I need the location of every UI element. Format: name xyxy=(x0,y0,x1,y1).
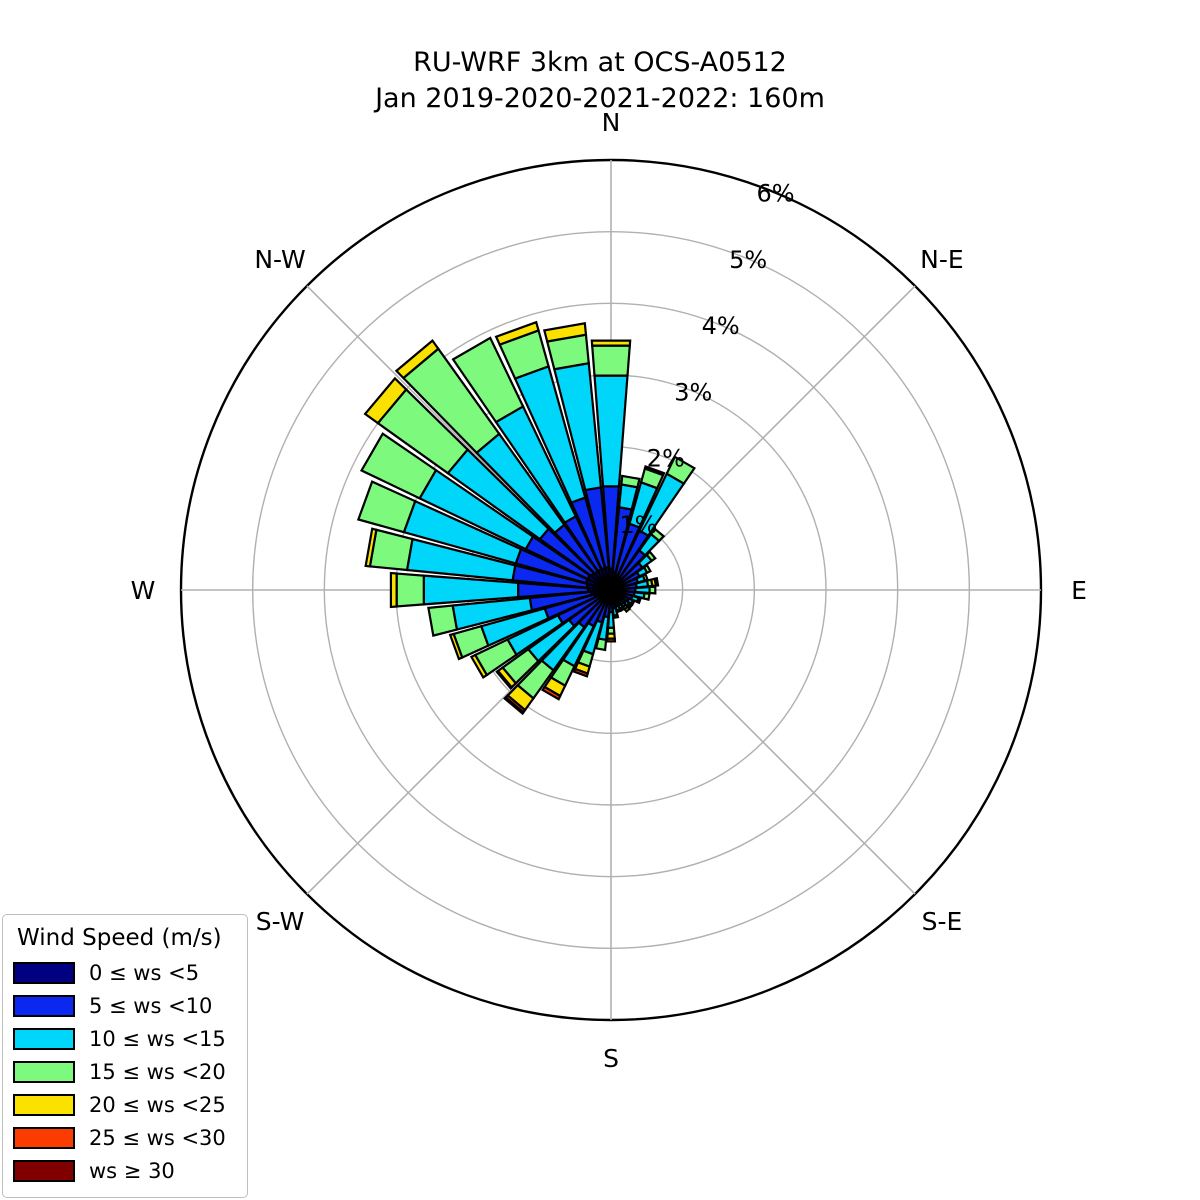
radial-tick-label: 5% xyxy=(729,246,767,274)
legend-item[interactable]: 20 ≤ ws <25 xyxy=(13,1088,237,1121)
direction-label-e: E xyxy=(1071,576,1087,605)
legend-item[interactable]: 25 ≤ ws <30 xyxy=(13,1121,237,1154)
legend-item-label: 20 ≤ ws <25 xyxy=(89,1092,226,1117)
radial-tick-label: 4% xyxy=(702,312,740,340)
grid-spoke xyxy=(610,589,916,895)
rose-petal-segment xyxy=(665,455,696,486)
legend-title: Wind Speed (m/s) xyxy=(17,925,222,951)
rose-petal-segment xyxy=(542,321,588,343)
legend-panel: Wind Speed (m/s) 0 ≤ ws <5 5 ≤ ws <10 10 ≤… xyxy=(2,914,248,1198)
rose-petal-segment xyxy=(469,653,489,680)
direction-label-s: S xyxy=(603,1044,619,1073)
title-line-2: Jan 2019-2020-2021-2022: 160m xyxy=(375,83,825,114)
rose-petal-segment xyxy=(451,336,525,424)
rose-petal-segment xyxy=(540,685,562,701)
rose-petal-segment xyxy=(648,585,657,595)
legend-color-swatch xyxy=(13,1126,75,1149)
direction-label-ne: N-E xyxy=(920,245,964,274)
legend-item[interactable]: ws ≥ 30 xyxy=(13,1154,237,1187)
legend-item-label: 0 ≤ ws <5 xyxy=(89,960,200,985)
rose-petal-segment xyxy=(635,596,643,605)
chart-title: RU-WRF 3km at OCS-A0512 Jan 2019-2020-20… xyxy=(0,45,1200,117)
rose-petal-segment xyxy=(503,696,525,716)
rose-petal-segment xyxy=(642,592,651,601)
rose-petal-segment xyxy=(356,480,417,534)
legend-color-swatch xyxy=(13,1027,75,1050)
legend-color-swatch xyxy=(13,994,75,1017)
wind-rose-petals xyxy=(356,320,696,716)
legend-item[interactable]: 10 ≤ ws <15 xyxy=(13,1022,237,1055)
rose-petal-segment xyxy=(649,527,666,543)
legend-item-label: 25 ≤ ws <30 xyxy=(89,1125,226,1150)
direction-label-n: N xyxy=(602,108,621,137)
direction-label-nw: N-W xyxy=(254,245,305,274)
rose-petal-segment xyxy=(591,344,631,377)
polar-grid xyxy=(179,158,1043,1022)
rose-petal-segment xyxy=(641,572,650,582)
radial-tick-label: 1% xyxy=(619,511,657,539)
rose-petal-segment xyxy=(395,572,425,608)
rose-petal-segment xyxy=(389,571,398,609)
direction-label-sw: S-W xyxy=(256,907,305,936)
rose-petal-segment xyxy=(572,667,590,678)
legend-item-label: ws ≥ 30 xyxy=(89,1158,175,1183)
rose-petal-segment xyxy=(594,637,608,652)
rose-petal-segment xyxy=(620,474,641,489)
legend-color-swatch xyxy=(13,1093,75,1116)
rose-petal-segment xyxy=(363,376,408,425)
rose-petal-segment xyxy=(605,637,617,643)
legend-item-label: 10 ≤ ws <15 xyxy=(89,1026,226,1051)
rose-petal-segment xyxy=(359,432,438,500)
direction-tick-labels: N N-E E S-E S S-W W N-W xyxy=(131,108,1087,1073)
legend-rows: 0 ≤ ws <5 5 ≤ ws <10 10 ≤ ws <15 15 ≤ ws <2… xyxy=(13,956,237,1187)
rose-petal-segment xyxy=(623,605,632,614)
legend-item[interactable]: 0 ≤ ws <5 xyxy=(13,956,237,989)
rose-petal-segment xyxy=(494,320,540,346)
rose-petal-segment xyxy=(590,339,632,347)
rose-petal-segment xyxy=(645,550,657,563)
legend-item[interactable]: 5 ≤ ws <10 xyxy=(13,989,237,1022)
rose-petal-segment xyxy=(653,576,660,587)
rose-petal-segment xyxy=(448,632,464,661)
legend-color-swatch xyxy=(13,1060,75,1083)
legend-item-label: 5 ≤ ws <10 xyxy=(89,993,213,1018)
legend-item-label: 15 ≤ ws <20 xyxy=(89,1059,226,1084)
rose-petal-segment xyxy=(642,563,652,575)
rose-petal-segment xyxy=(394,338,440,380)
rose-petal-segment xyxy=(427,604,459,637)
legend-item[interactable]: 15 ≤ ws <20 xyxy=(13,1055,237,1088)
direction-label-se: S-E xyxy=(922,907,963,936)
radial-tick-labels: 1% 2% 3% 4% 5% 6% xyxy=(619,180,794,539)
radial-tick-label: 6% xyxy=(757,180,795,208)
radial-tick-label: 3% xyxy=(674,378,712,406)
legend-color-swatch xyxy=(13,961,75,984)
legend-color-swatch xyxy=(13,1159,75,1182)
rose-petal-segment xyxy=(364,527,378,568)
rose-petal-segment xyxy=(495,669,514,690)
rose-petal-segment xyxy=(643,465,666,477)
direction-label-w: W xyxy=(131,576,156,605)
title-line-1: RU-WRF 3km at OCS-A0512 xyxy=(413,47,787,78)
radial-tick-label: 2% xyxy=(647,445,685,473)
